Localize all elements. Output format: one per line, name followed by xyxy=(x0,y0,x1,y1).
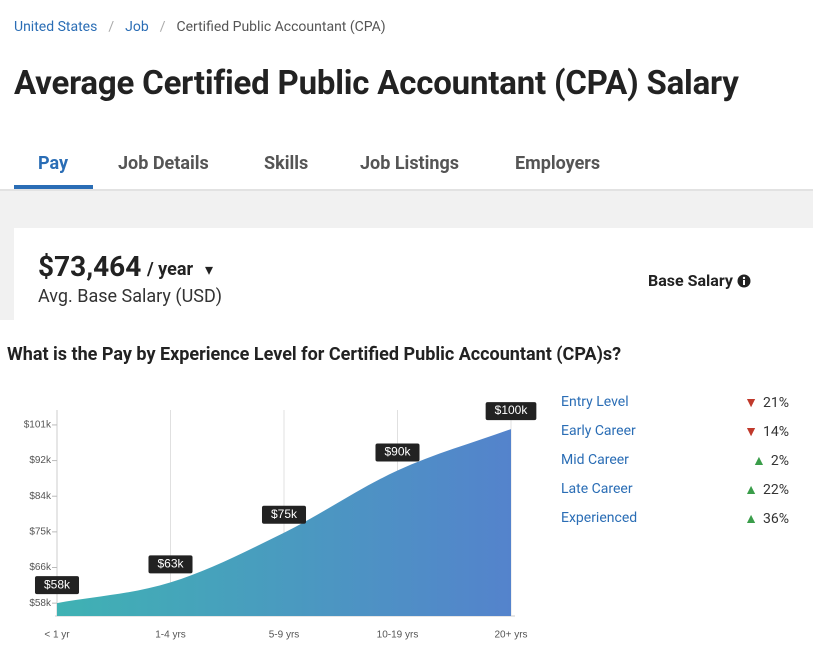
tab-indicator xyxy=(14,185,93,189)
tab[interactable]: Job Details xyxy=(118,153,209,174)
y-tick-label: $101k xyxy=(24,420,52,431)
level-change: ▼ 21% xyxy=(744,394,789,411)
y-tick-label: $84k xyxy=(29,491,52,502)
change-value: 22% xyxy=(763,482,789,498)
x-tick-label: 1-4 yrs xyxy=(155,630,186,641)
salary-card xyxy=(14,228,813,320)
tab[interactable]: Pay xyxy=(38,153,69,174)
value-label: $90k xyxy=(384,445,411,459)
area xyxy=(57,429,511,616)
change-arrow: ▲ xyxy=(752,453,766,469)
side-label: Base Salary xyxy=(648,271,751,290)
tab[interactable]: Employers xyxy=(515,153,601,174)
value-label-box xyxy=(148,555,193,574)
info-icon[interactable] xyxy=(737,274,751,288)
y-tick-label: $92k xyxy=(29,455,52,466)
y-tick-label: $75k xyxy=(29,526,52,537)
level-change: ▲ 22% xyxy=(744,481,789,498)
y-tick-label: $66k xyxy=(29,562,52,573)
value-label-box xyxy=(485,402,537,421)
breadcrumb-link[interactable]: United States xyxy=(14,19,98,35)
y-tick-label: $58k xyxy=(29,598,52,609)
salary-period[interactable]: / year xyxy=(147,259,194,280)
level-change: ▲ 36% xyxy=(744,510,789,527)
change-arrow: ▼ xyxy=(744,424,758,440)
level-change: ▲ 2% xyxy=(752,452,789,469)
page-title: Average Certified Public Accountant (CPA… xyxy=(14,64,739,103)
salary-amount: $73,464 xyxy=(38,250,142,283)
change-arrow: ▲ xyxy=(744,511,758,527)
value-label: $100k xyxy=(495,403,529,417)
x-tick-label: 10-19 yrs xyxy=(377,630,419,641)
x-tick-label: 5-9 yrs xyxy=(269,630,300,641)
breadcrumb-link[interactable]: Job xyxy=(97,19,148,35)
level-change: ▼ 14% xyxy=(744,423,789,440)
change-arrow: ▲ xyxy=(744,482,758,498)
value-label: $75k xyxy=(271,507,298,521)
tab-divider xyxy=(0,189,813,191)
value-label: $63k xyxy=(157,557,184,571)
tab[interactable]: Job Listings xyxy=(360,153,460,174)
value-label: $58k xyxy=(44,577,71,591)
level-name[interactable]: Mid Career xyxy=(561,452,629,468)
change-value: 14% xyxy=(763,424,789,440)
salary-label: Avg. Base Salary (USD) xyxy=(38,286,223,307)
tab[interactable]: Skills xyxy=(264,153,309,174)
value-label-box xyxy=(261,505,307,524)
change-value: 36% xyxy=(763,511,789,527)
value-label-box xyxy=(375,443,420,462)
chart-title: What is the Pay by Experience Level for … xyxy=(7,344,622,365)
level-name[interactable]: Early Career xyxy=(561,423,636,439)
breadcrumb-current: Certified Public Accountant (CPA) xyxy=(149,19,386,35)
level-name[interactable]: Entry Level xyxy=(561,394,629,410)
value-label-box xyxy=(34,576,80,595)
x-tick-label: < 1 yr xyxy=(44,630,70,641)
level-name[interactable]: Late Career xyxy=(561,481,633,497)
breadcrumb: United StatesJobCertified Public Account… xyxy=(14,19,386,35)
level-name[interactable]: Experienced xyxy=(561,510,638,526)
change-value: 2% xyxy=(770,453,789,469)
change-value: 21% xyxy=(763,395,789,411)
dropdown-caret[interactable]: ▾ xyxy=(205,260,214,279)
change-arrow: ▼ xyxy=(744,395,758,411)
x-tick-label: 20+ yrs xyxy=(494,630,527,641)
side-label-text: Base Salary xyxy=(648,271,733,290)
